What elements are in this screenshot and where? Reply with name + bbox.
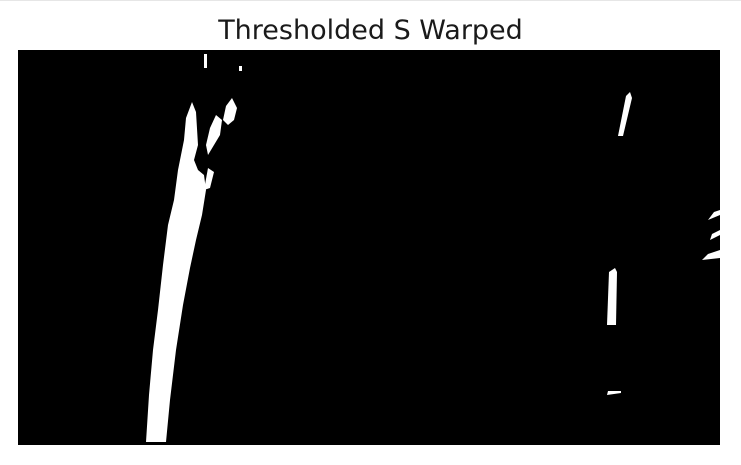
left-lane-line <box>146 54 242 442</box>
left-lane-main-stroke <box>146 102 206 442</box>
left-lane-speck-1 <box>204 54 207 68</box>
right-lane-lower-dash <box>607 391 621 395</box>
image-background <box>18 50 720 445</box>
left-lane-side-blob <box>223 98 237 125</box>
figure-title: Thresholded S Warped <box>218 15 523 46</box>
right-lane-line <box>607 92 632 395</box>
right-lane-middle-dash <box>607 268 617 325</box>
right-edge-blob-1 <box>708 210 720 220</box>
right-edge-blob-2 <box>702 250 720 260</box>
right-edge-noise <box>702 210 720 260</box>
left-lane-upper-blob <box>206 115 222 155</box>
right-lane-upper-dash <box>618 92 632 136</box>
binary-image-svg <box>18 50 720 445</box>
left-lane-mid-blob <box>204 168 214 190</box>
thresholded-warped-image <box>18 50 720 445</box>
top-divider <box>0 0 741 1</box>
right-edge-blob-3 <box>710 230 720 240</box>
left-lane-speck-2 <box>239 66 242 71</box>
